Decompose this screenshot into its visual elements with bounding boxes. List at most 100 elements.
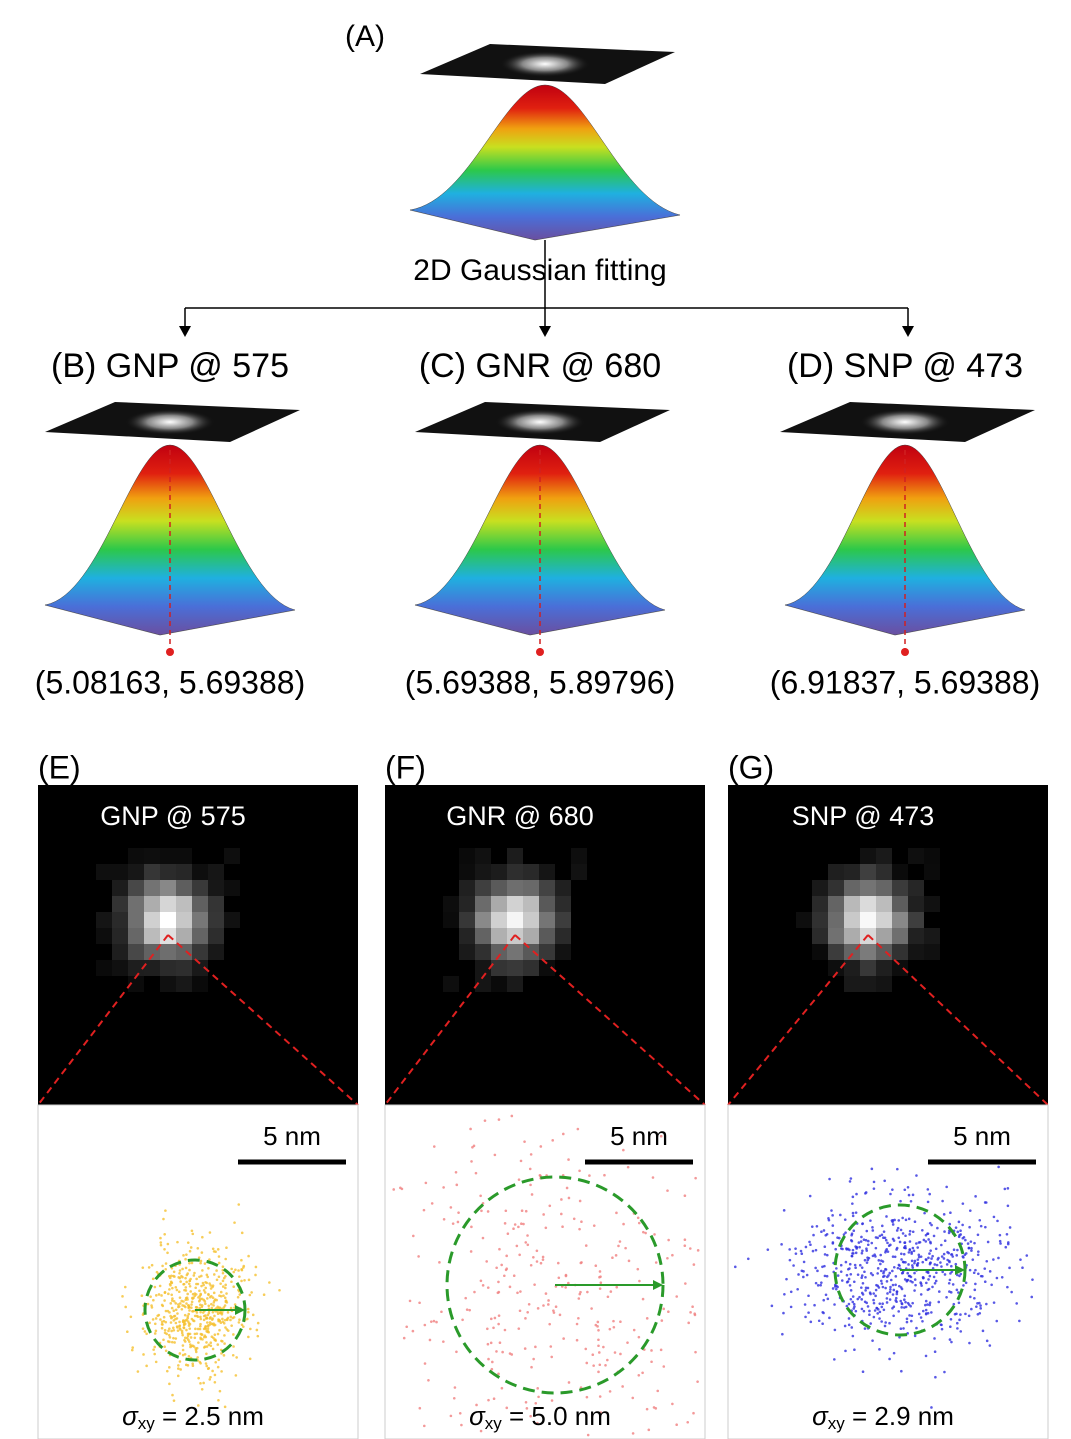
pixel	[571, 864, 587, 880]
localization	[1008, 1266, 1011, 1270]
localization	[584, 1244, 588, 1247]
pixel	[844, 912, 860, 928]
localization	[929, 1249, 932, 1252]
localization	[159, 1241, 163, 1244]
localization	[880, 1233, 884, 1237]
localization	[172, 1399, 176, 1402]
localization	[654, 1407, 658, 1410]
localization	[175, 1325, 179, 1328]
pixel	[876, 896, 892, 912]
pixel	[443, 912, 459, 928]
localization	[869, 1322, 872, 1325]
localization	[622, 1148, 625, 1152]
localization	[961, 1236, 965, 1240]
pixel	[459, 912, 475, 928]
localization	[984, 1225, 987, 1229]
pixel	[892, 928, 908, 944]
localization	[939, 1261, 942, 1264]
localization	[199, 1317, 203, 1321]
localization	[644, 1231, 647, 1235]
localization	[983, 1201, 987, 1204]
localization	[190, 1317, 194, 1321]
localization	[903, 1188, 907, 1192]
localization	[219, 1290, 223, 1294]
localization	[225, 1246, 228, 1250]
localization	[207, 1266, 210, 1270]
localization	[469, 1250, 473, 1253]
localization	[851, 1334, 855, 1338]
localization	[883, 1179, 886, 1183]
localization	[497, 1280, 500, 1284]
localization	[637, 1221, 641, 1225]
zoom-panel	[37, 1104, 359, 1439]
localization	[1008, 1226, 1012, 1229]
localization	[526, 1243, 530, 1247]
localization	[432, 1319, 436, 1323]
localization	[520, 1209, 524, 1213]
localization	[218, 1318, 221, 1322]
localization	[854, 1266, 857, 1270]
localization	[879, 1253, 882, 1257]
localization	[163, 1248, 166, 1251]
localization	[683, 1238, 687, 1242]
localization	[921, 1319, 924, 1323]
localization	[642, 1230, 645, 1234]
pixel	[892, 912, 908, 928]
localization	[262, 1293, 266, 1297]
localization	[958, 1274, 961, 1278]
localization	[537, 1395, 540, 1399]
pixel	[475, 976, 491, 992]
localization	[159, 1236, 162, 1240]
localization	[179, 1328, 182, 1331]
localization	[958, 1318, 961, 1322]
localization	[949, 1325, 952, 1328]
localization	[975, 1305, 978, 1308]
localization	[193, 1314, 197, 1318]
localization	[955, 1321, 959, 1325]
localization	[578, 1292, 582, 1296]
localization	[862, 1309, 866, 1313]
localization	[953, 1312, 957, 1316]
localization	[988, 1344, 992, 1347]
localization	[586, 1433, 590, 1437]
pixel	[160, 896, 176, 912]
localization	[911, 1246, 915, 1250]
localization	[229, 1315, 233, 1319]
localization	[881, 1285, 885, 1289]
arrowhead	[235, 1305, 245, 1315]
localization	[197, 1376, 200, 1380]
localization	[168, 1366, 171, 1369]
localization	[976, 1302, 979, 1305]
localization	[828, 1316, 831, 1320]
localization	[453, 1386, 457, 1389]
localization	[653, 1233, 656, 1236]
localization	[503, 1222, 507, 1225]
localization	[608, 1327, 612, 1331]
localization	[839, 1263, 843, 1267]
localization	[500, 1386, 504, 1390]
localization	[606, 1358, 609, 1362]
sigma-symbol: σ	[122, 1401, 139, 1431]
pixel	[844, 896, 860, 912]
localization	[848, 1284, 852, 1287]
localization	[692, 1263, 696, 1266]
localization	[217, 1398, 220, 1402]
localization	[224, 1283, 228, 1287]
localization	[142, 1353, 145, 1356]
localization	[167, 1333, 171, 1337]
localization	[221, 1271, 225, 1275]
pixel	[908, 848, 924, 864]
localization	[159, 1243, 163, 1247]
localization	[562, 1132, 565, 1136]
localization	[153, 1345, 157, 1349]
localization	[229, 1318, 232, 1322]
localization	[188, 1309, 191, 1312]
localization	[851, 1300, 855, 1304]
pixel	[128, 928, 144, 944]
localization	[186, 1364, 190, 1367]
localization	[539, 1261, 543, 1265]
localization	[862, 1238, 866, 1242]
localization	[660, 1319, 664, 1322]
localization	[804, 1245, 808, 1249]
localization	[974, 1195, 977, 1198]
